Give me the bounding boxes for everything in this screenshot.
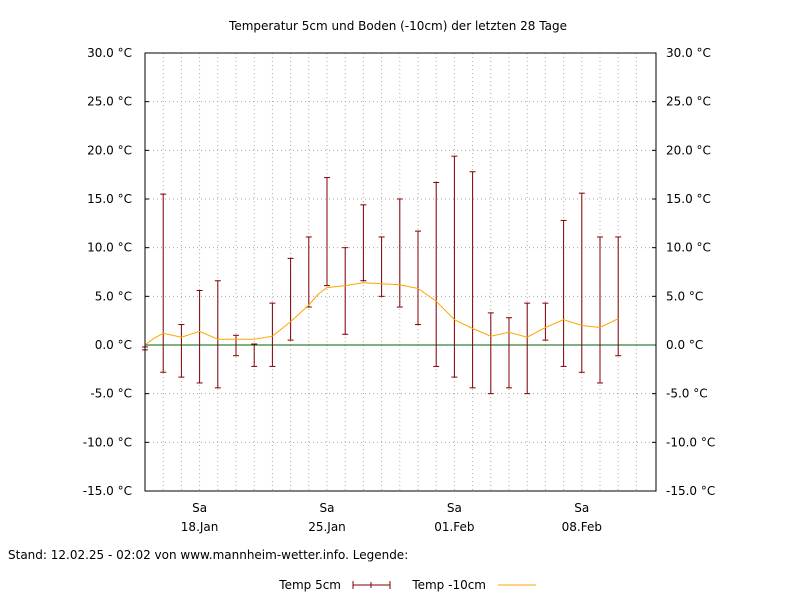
legend-label-temp-5cm: Temp 5cm	[278, 578, 341, 592]
range-bar	[160, 193, 167, 373]
range-bar	[214, 280, 221, 389]
plot-frame	[144, 52, 657, 492]
chart-title: Temperatur 5cm und Boden (-10cm) der let…	[228, 19, 567, 33]
range-bar	[196, 289, 203, 384]
range-bar	[487, 312, 494, 395]
range-bar	[360, 204, 367, 282]
y-tick-label-right: 5.0 °C	[666, 289, 703, 303]
range-bar	[305, 236, 312, 308]
x-tick-weekday: Sa	[574, 501, 589, 515]
series-temp-10cm	[144, 282, 619, 346]
range-bar	[396, 198, 403, 308]
y-tick-label-left: 15.0 °C	[87, 192, 132, 206]
y-tick-label-right: -10.0 °C	[666, 435, 715, 449]
range-bar	[506, 317, 512, 389]
x-tick-weekday: Sa	[447, 501, 462, 515]
range-bar	[469, 171, 476, 389]
y-tick-label-right: -15.0 °C	[666, 484, 715, 498]
x-tick-date: 25.Jan	[308, 520, 346, 534]
footer-text: Stand: 12.02.25 - 02:02 von www.mannheim…	[8, 548, 408, 562]
x-tick-date: 01.Feb	[434, 520, 474, 534]
y-tick-label-left: 5.0 °C	[95, 289, 132, 303]
y-tick-label-right: 10.0 °C	[666, 241, 711, 255]
range-bar	[342, 247, 349, 335]
range-bar	[597, 236, 603, 384]
y-tick-label-right: 25.0 °C	[666, 95, 711, 109]
y-tick-label-left: 30.0 °C	[87, 46, 132, 60]
y-tick-label-right: 20.0 °C	[666, 143, 711, 157]
range-bar	[178, 324, 185, 378]
legend-symbol-temp-5cm	[352, 581, 391, 589]
x-tick-date: 08.Feb	[562, 520, 602, 534]
range-bar	[415, 230, 421, 326]
x-tick-weekday: Sa	[192, 501, 207, 515]
y-tick-label-left: -10.0 °C	[83, 435, 132, 449]
series-temp-5cm	[142, 155, 622, 395]
x-axis: Sa 18.Jan Sa 25.Jan Sa 01.Feb Sa 08.Feb	[181, 501, 602, 534]
range-bar	[560, 219, 567, 367]
range-bar	[378, 236, 385, 297]
range-bar	[233, 334, 239, 357]
y-tick-label-right: -5.0 °C	[666, 387, 708, 401]
range-bar	[324, 177, 330, 287]
legend: Temp 5cm Temp -10cm	[278, 578, 536, 592]
y-tick-label-right: 30.0 °C	[666, 46, 711, 60]
y-axis-right: 30.0 °C 25.0 °C 20.0 °C 15.0 °C 10.0 °C 5.0 °…	[652, 46, 715, 498]
range-bar	[269, 302, 276, 367]
x-tick-date: 18.Jan	[181, 520, 219, 534]
y-tick-label-right: 0.0 °C	[666, 338, 703, 352]
range-bar	[615, 236, 622, 357]
y-tick-label-left: 25.0 °C	[87, 95, 132, 109]
y-tick-label-left: -5.0 °C	[90, 387, 132, 401]
grid	[145, 53, 656, 491]
y-tick-label-left: 10.0 °C	[87, 241, 132, 255]
range-bar	[251, 343, 258, 367]
range-bar	[578, 192, 585, 373]
range-bar	[287, 257, 294, 341]
y-tick-label-left: 20.0 °C	[87, 143, 132, 157]
range-bar	[524, 302, 531, 395]
y-tick-label-right: 15.0 °C	[666, 192, 711, 206]
range-bar	[451, 155, 458, 378]
range-bar	[542, 302, 549, 341]
x-tick-weekday: Sa	[320, 501, 335, 515]
y-tick-label-left: -15.0 °C	[83, 484, 132, 498]
range-bar	[433, 181, 440, 367]
y-axis-left: 30.0 °C 25.0 °C 20.0 °C 15.0 °C 10.0 °C 5.0 °…	[83, 46, 149, 498]
y-tick-label-left: 0.0 °C	[95, 338, 132, 352]
legend-label-temp-10cm: Temp -10cm	[411, 578, 486, 592]
